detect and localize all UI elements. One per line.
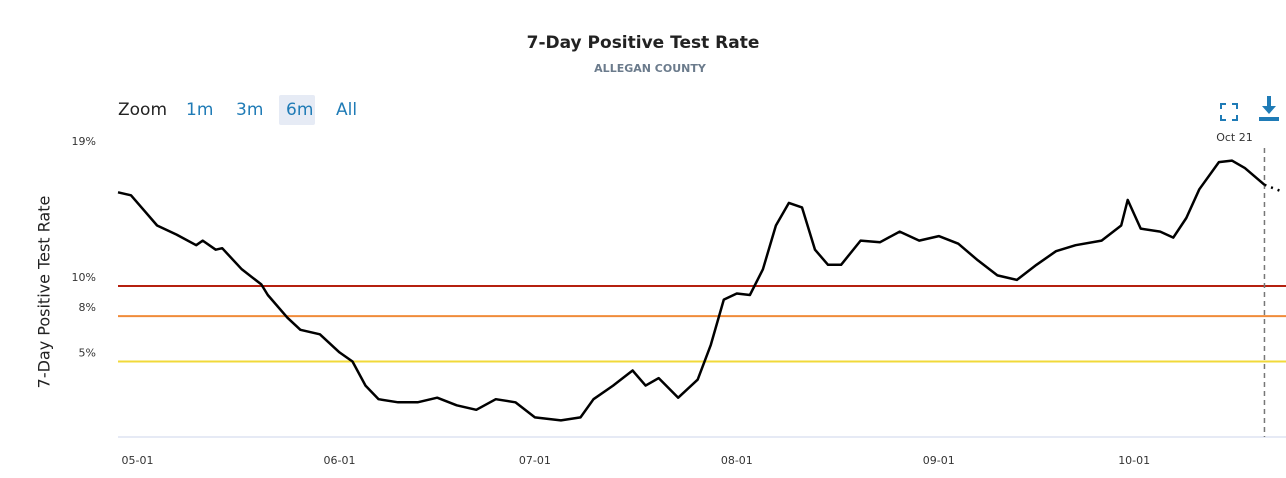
fullscreen-glyph[interactable] — [1220, 103, 1238, 121]
y-tick-label: 19% — [72, 135, 96, 148]
x-tick-label: 10-01 — [1118, 454, 1150, 467]
y-axis-label: 7-Day Positive Test Rate — [35, 196, 54, 389]
data-line — [117, 159, 1266, 422]
y-tick-label: 8% — [79, 301, 96, 314]
y-tick-label: 5% — [79, 346, 96, 359]
x-tick-label: 09-01 — [923, 454, 955, 467]
zoom-button[interactable]: 6m — [286, 100, 313, 120]
download-icon[interactable] — [1259, 96, 1279, 121]
zoom-button-bg[interactable] — [279, 95, 315, 125]
chart-subtitle: ALLEGAN COUNTY — [594, 62, 707, 75]
download-stem[interactable] — [1267, 96, 1271, 108]
chart-title: 7-Day Positive Test Rate — [527, 33, 760, 53]
x-tick-label: 07-01 — [519, 454, 551, 467]
x-tick-label: 05-01 — [122, 454, 154, 467]
zoom-button[interactable]: 3m — [236, 100, 263, 120]
zoom-button[interactable]: 1m — [186, 100, 213, 120]
download-arrow[interactable] — [1262, 106, 1276, 114]
x-tick-label: 06-01 — [323, 454, 355, 467]
x-tick-label: 08-01 — [721, 454, 753, 467]
zoom-button[interactable]: All — [336, 100, 357, 120]
fullscreen-icon[interactable] — [1220, 103, 1238, 121]
y-tick-label: 10% — [72, 271, 96, 284]
annotation-label: Oct 21 — [1216, 131, 1253, 144]
download-base[interactable] — [1259, 117, 1279, 121]
zoom-label: Zoom — [118, 100, 167, 120]
